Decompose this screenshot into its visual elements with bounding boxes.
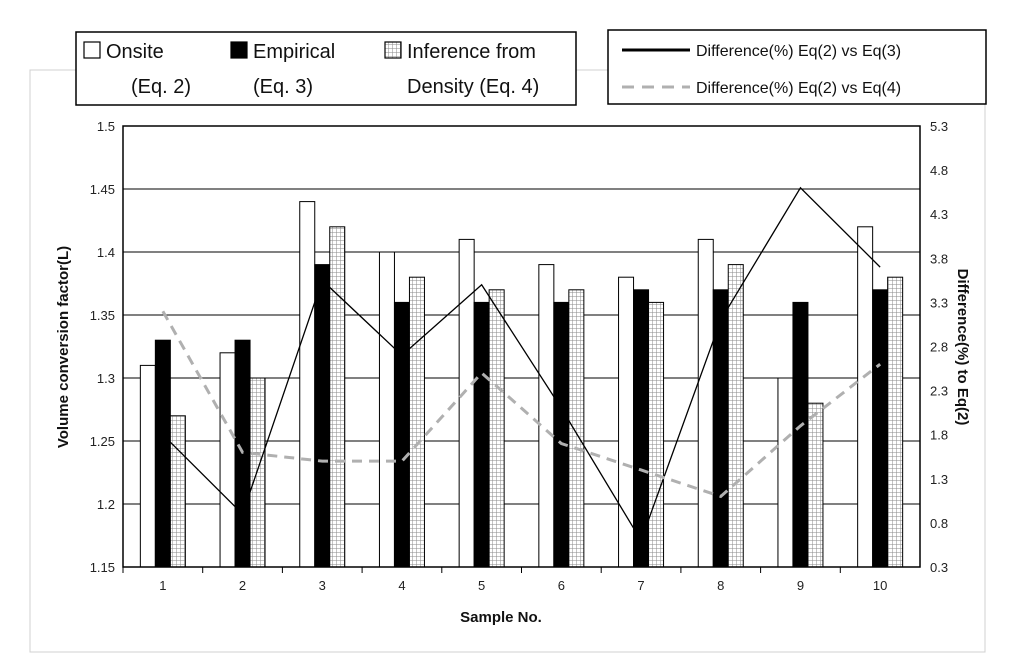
bar-empirical [792, 301, 809, 568]
y-tick-label: 1.2 [97, 497, 115, 512]
y2-tick-label: 2.8 [930, 340, 948, 355]
x-tick-label: 10 [873, 578, 887, 593]
bar-inference [727, 264, 744, 568]
legend-bars: Onsite (Eq. 2) Empirical (Eq. 3) Inferen… [75, 31, 577, 106]
y-tick-label: 1.45 [90, 182, 115, 197]
bar-inference [887, 276, 904, 568]
bar-empirical [872, 289, 889, 568]
y-tick-label: 1.35 [90, 308, 115, 323]
bar-inference [648, 301, 665, 568]
y-tick-label: 1.25 [90, 434, 115, 449]
bar-inference [329, 226, 346, 568]
line-diff-eq4 [161, 310, 882, 499]
y2-tick-label: 1.3 [930, 472, 948, 487]
legend-swatch-inference [384, 41, 402, 59]
legend-lines: Difference(%) Eq(2) vs Eq(3) Difference(… [607, 29, 987, 105]
x-axis-ticks: 1 2 3 4 5 6 7 8 9 10 [122, 567, 887, 593]
bar-empirical [314, 264, 331, 568]
bar-onsite [219, 352, 236, 568]
lines [161, 186, 882, 543]
x-tick-label: 3 [319, 578, 326, 593]
bar-empirical [393, 301, 410, 568]
legend-swatch-empirical [230, 41, 248, 59]
legend-label-inference-1: Inference from [407, 41, 536, 63]
y2-tick-label: 5.3 [930, 119, 948, 134]
legend-bars-box [75, 31, 577, 106]
x-tick-label: 5 [478, 578, 485, 593]
y2-tick-label: 3.8 [930, 251, 948, 266]
bar-empirical [553, 301, 570, 568]
y2-tick-label: 4.3 [930, 207, 948, 222]
y-tick-label: 1.15 [90, 560, 115, 575]
bar-onsite [378, 251, 395, 568]
plot-area [122, 125, 921, 568]
x-tick-label: 8 [717, 578, 724, 593]
y2-tick-label: 2.3 [930, 384, 948, 399]
y2-axis-title: Difference(%) to Eq(2) [954, 269, 971, 426]
bar-empirical [154, 339, 171, 568]
bar-onsite [458, 238, 475, 568]
y2-tick-label: 3.3 [930, 295, 948, 310]
y-axis-title: Volume conversion factor(L) [55, 246, 72, 448]
legend-label-diff-eq4: Difference(%) Eq(2) vs Eq(4) [696, 80, 901, 97]
x-tick-label: 2 [239, 578, 246, 593]
bar-inference [807, 402, 824, 568]
legend-label-diff-eq3: Difference(%) Eq(2) vs Eq(3) [696, 43, 901, 60]
legend-label-empirical-1: Empirical [253, 41, 335, 63]
y-tick-label: 1.4 [97, 245, 115, 260]
x-tick-label: 7 [637, 578, 644, 593]
bar-onsite [538, 264, 555, 568]
y-tick-label: 1.5 [97, 119, 115, 134]
legend-label-onsite-1: Onsite [106, 41, 164, 63]
bar-onsite [299, 201, 316, 568]
bar-inference [249, 377, 266, 568]
x-tick-label: 4 [398, 578, 405, 593]
legend-label-onsite-2: (Eq. 2) [131, 76, 191, 98]
y2-axis-ticks: 0.3 0.8 1.3 1.8 2.3 2.8 3.3 3.8 4.3 4.8 5.3 [930, 119, 948, 575]
bar-onsite [857, 226, 874, 568]
chart-area [29, 69, 986, 653]
y2-tick-label: 4.8 [930, 163, 948, 178]
line-diff-eq3 [162, 186, 881, 543]
y-tick-label: 1.3 [97, 371, 115, 386]
bar-empirical [473, 301, 490, 568]
bar-inference [568, 289, 585, 568]
x-axis-title: Sample No. [460, 609, 542, 626]
bar-onsite [697, 238, 714, 568]
y2-tick-label: 1.8 [930, 428, 948, 443]
x-tick-label: 1 [159, 578, 166, 593]
x-tick-label: 6 [558, 578, 565, 593]
legend-label-empirical-2: (Eq. 3) [253, 76, 313, 98]
y-axis-ticks: 1.15 1.2 1.25 1.3 1.35 1.4 1.45 1.5 [90, 119, 115, 575]
bar-onsite [777, 377, 794, 568]
bar-empirical [712, 289, 729, 568]
y2-tick-label: 0.3 [930, 560, 948, 575]
y2-tick-label: 0.8 [930, 516, 948, 531]
bar-inference [488, 289, 505, 568]
x-tick-label: 9 [797, 578, 804, 593]
bar-inference [408, 276, 425, 568]
legend-label-inference-2: Density (Eq. 4) [407, 76, 539, 98]
legend-swatch-onsite [83, 41, 101, 59]
legend-lines-box [607, 29, 987, 105]
bar-inference [169, 415, 186, 568]
bar-onsite [139, 364, 156, 568]
